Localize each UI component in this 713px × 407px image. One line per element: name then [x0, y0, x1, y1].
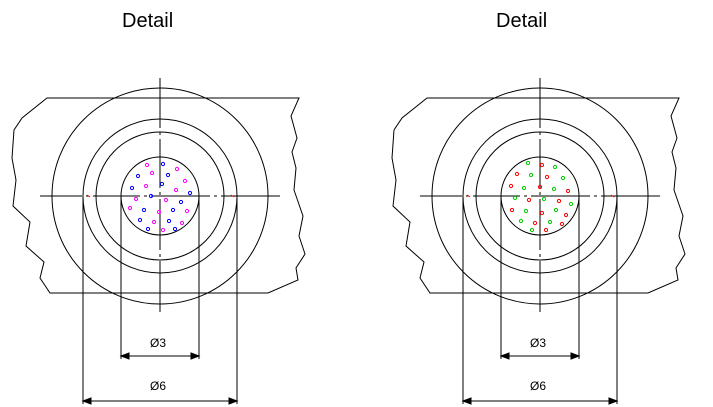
detail-panel-left: Detail — [0, 0, 340, 407]
fiber-dot — [166, 218, 172, 224]
fiber-dot — [539, 162, 545, 168]
fiber-dot — [552, 164, 558, 170]
fiber-dot — [528, 172, 534, 178]
fiber-dot — [559, 221, 565, 227]
detail-title: Detail — [496, 10, 548, 32]
fiber-dot — [514, 171, 520, 177]
fiber-dot — [539, 210, 545, 216]
fiber-dot — [165, 172, 171, 178]
fiber-dot — [141, 207, 147, 213]
fiber-dot — [556, 198, 562, 204]
fiber-dot — [541, 196, 547, 202]
fiber-dot — [174, 166, 180, 172]
dimension-inner — [119, 352, 201, 360]
fiber-dot — [560, 175, 566, 181]
fiber-dot — [143, 183, 149, 189]
fiber-dot — [173, 187, 179, 193]
detail-title: Detail — [122, 10, 174, 32]
fiber-dot — [526, 197, 532, 203]
fiber-dot — [547, 219, 553, 225]
fiber-dot — [187, 190, 193, 196]
centerlines — [420, 78, 660, 312]
dimension-outer — [81, 397, 239, 405]
fiber-dot — [565, 188, 571, 194]
fiber-dot — [170, 207, 176, 213]
fiber-dot — [172, 226, 178, 232]
fiber-dot — [144, 162, 150, 168]
fiber-dot — [532, 220, 538, 226]
fiber-dot — [184, 208, 190, 214]
fiber-dot — [537, 184, 543, 190]
fiber-dot — [135, 173, 141, 179]
fiber-dot — [151, 219, 157, 225]
fiber-dot — [178, 199, 184, 205]
break-outline — [391, 97, 686, 294]
fiber-dot — [127, 205, 133, 211]
fiber-dot — [137, 217, 143, 223]
fiber-dot — [543, 227, 549, 233]
fiber-dot — [553, 207, 559, 213]
fiber-dot — [129, 185, 135, 191]
dimension-outer — [461, 397, 619, 405]
extension-lines — [462, 196, 618, 404]
dimension-label-inner: Ø3 — [530, 336, 547, 350]
fiber-dot — [149, 170, 155, 176]
dimension-label-inner: Ø3 — [150, 336, 167, 350]
fiber-dot — [551, 186, 557, 192]
centerlines — [40, 78, 280, 312]
fiber-dot — [160, 161, 166, 167]
center-marks — [466, 194, 615, 198]
fiber-dot — [156, 209, 162, 215]
fiber-dot — [145, 226, 151, 232]
break-outline — [11, 97, 306, 294]
fiber-dot — [518, 218, 524, 224]
fiber-dot — [508, 183, 514, 189]
fiber-dot — [563, 212, 569, 218]
dot-cluster — [127, 161, 193, 233]
dot-cluster — [508, 160, 574, 233]
fiber-dot — [529, 227, 535, 233]
extension-lines — [82, 196, 238, 404]
center-marks — [86, 194, 235, 198]
fiber-dot — [544, 174, 550, 180]
detail-panel-right: Detail — [380, 0, 713, 407]
dimension-label-outer: Ø6 — [530, 379, 547, 393]
fiber-dot — [521, 185, 527, 191]
fiber-dot — [163, 197, 169, 203]
fiber-dot — [182, 178, 188, 184]
dimension-inner — [499, 352, 581, 360]
fiber-dot — [523, 208, 529, 214]
fiber-dot — [509, 207, 515, 213]
dimension-label-outer: Ø6 — [150, 379, 167, 393]
detail-drawing — [391, 78, 686, 405]
fiber-dot — [512, 195, 518, 201]
fiber-dot — [159, 181, 165, 187]
fiber-dot — [179, 220, 185, 226]
fiber-dot — [568, 201, 574, 207]
fiber-dot — [133, 196, 139, 202]
detail-drawing — [11, 78, 306, 405]
fiber-dot — [525, 160, 531, 166]
fiber-dot — [160, 227, 166, 233]
fiber-dot — [148, 193, 154, 199]
